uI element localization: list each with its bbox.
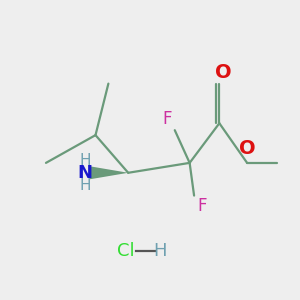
Text: F: F xyxy=(162,110,172,128)
Text: H: H xyxy=(154,242,167,260)
Text: N: N xyxy=(78,164,93,182)
Text: O: O xyxy=(215,63,232,82)
Text: O: O xyxy=(239,140,256,158)
Text: F: F xyxy=(197,197,207,215)
Text: Cl: Cl xyxy=(117,242,135,260)
Text: H: H xyxy=(80,153,91,168)
Text: H: H xyxy=(80,178,91,193)
Polygon shape xyxy=(90,166,128,179)
